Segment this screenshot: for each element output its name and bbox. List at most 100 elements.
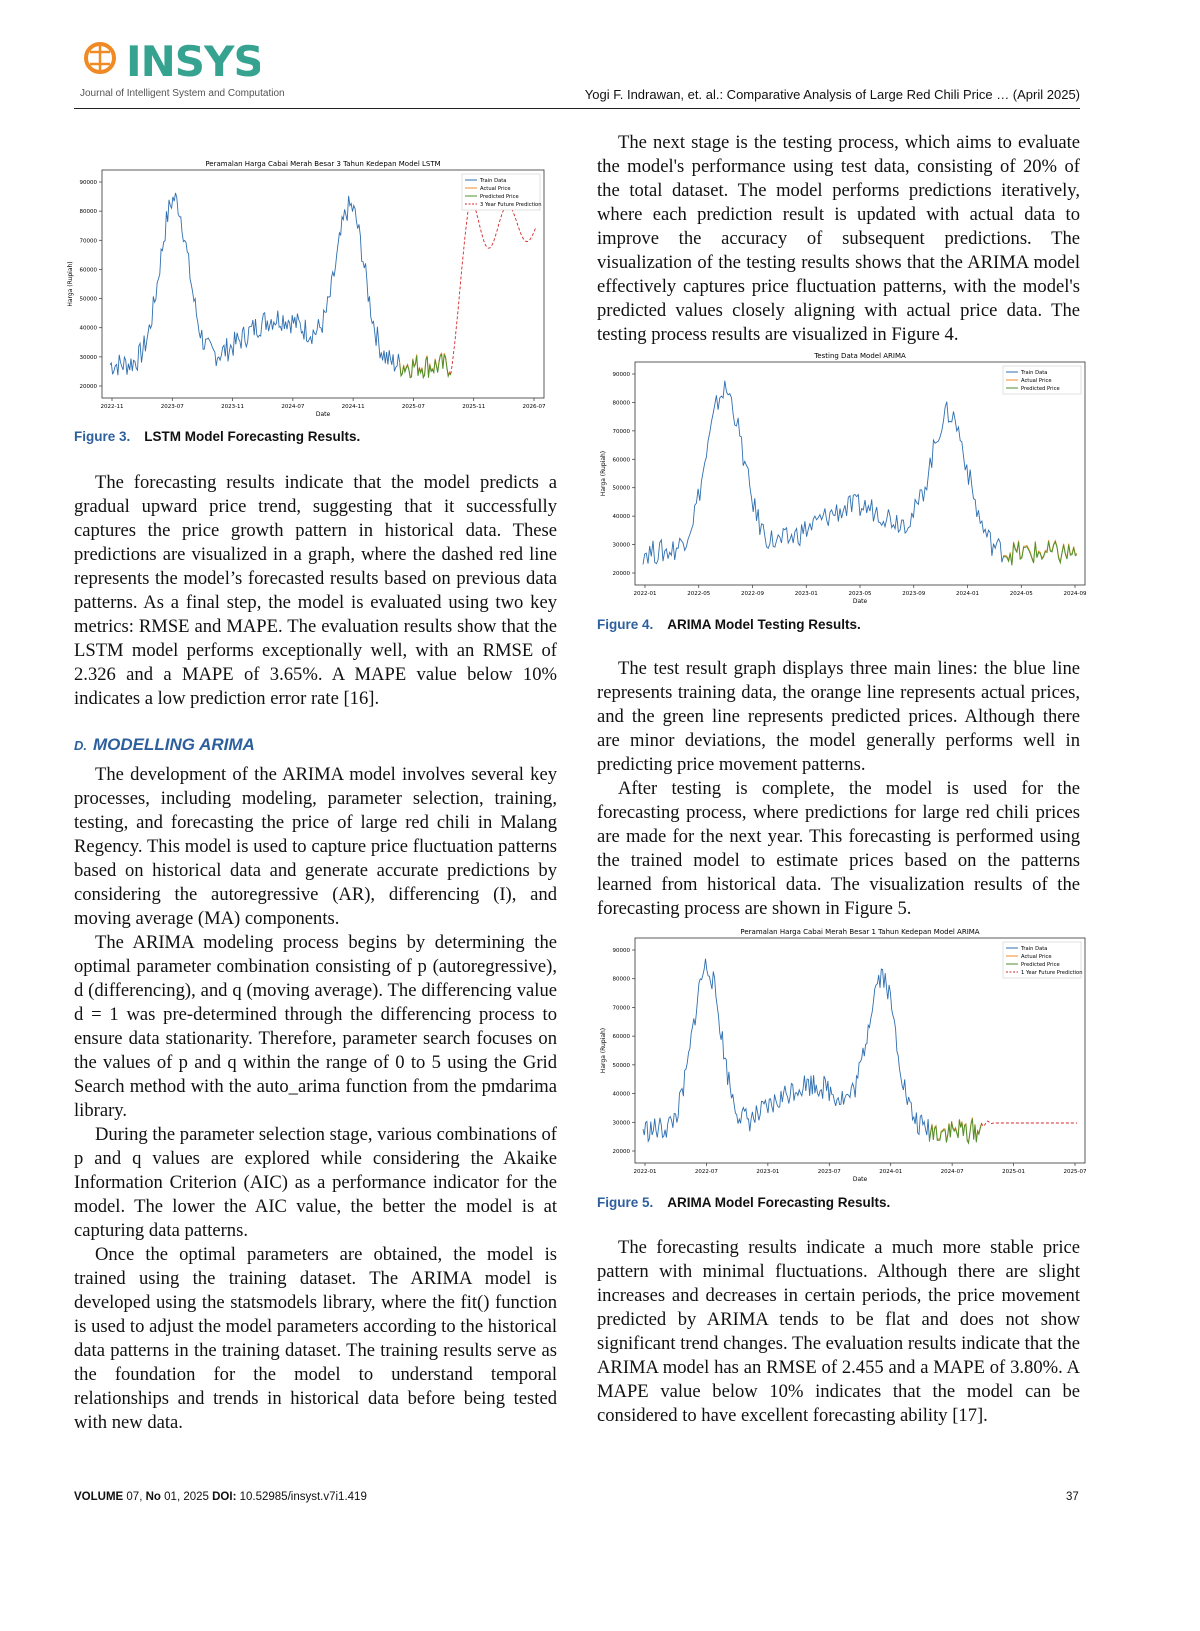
x-tick-label: 2025-01 [1002, 1169, 1025, 1175]
footer-text: 01, 2025 [164, 1491, 209, 1503]
x-tick-label: 2025-07 [1064, 1169, 1087, 1175]
heading-letter: D. [74, 738, 87, 753]
figure-caption: Figure 4. ARIMA Model Testing Results. [597, 617, 861, 632]
x-tick-label: 2024-07 [941, 1169, 964, 1175]
y-tick-label: 80000 [613, 400, 631, 406]
caption-label: Figure 5. [597, 1195, 654, 1210]
y-tick-label: 30000 [613, 1120, 631, 1126]
x-tick-label: 2025-11 [462, 404, 485, 410]
legend-label: Predicted Price [480, 194, 519, 200]
figure-chart: Peramalan Harga Cabai Merah Besar 3 Tahu… [67, 160, 546, 418]
logo: INSYST Journal of Intelligent System and… [80, 37, 293, 99]
x-tick-label: 2023-09 [902, 591, 925, 597]
train-line [642, 380, 1005, 565]
y-tick-label: 60000 [80, 267, 98, 273]
actual-line [1003, 539, 1078, 565]
figure-chart: Testing Data Model ARIMA 20000 30000 40000 5… [600, 352, 1087, 605]
logo-graphic: INSYST [84, 37, 293, 86]
x-tick-label: 2024-09 [1064, 591, 1087, 597]
footer-label: VOLUME [74, 1491, 124, 1503]
y-tick-label: 50000 [613, 1063, 631, 1069]
paragraph: The forecasting results indicate that th… [74, 472, 557, 709]
forecast-line [450, 197, 537, 374]
y-tick-label: 40000 [80, 326, 98, 332]
x-tick-label: 2024-07 [281, 404, 304, 410]
forecast-line [981, 1120, 1077, 1127]
x-tick-label: 2023-05 [849, 591, 872, 597]
y-tick-label: 50000 [613, 486, 631, 492]
x-tick-label: 2024-11 [342, 404, 365, 410]
chart-title: Testing Data Model ARIMA [813, 352, 906, 360]
plot-frame [101, 169, 545, 399]
caption-text: LSTM Model Forecasting Results. [144, 429, 361, 444]
y-tick-label: 70000 [613, 1005, 631, 1011]
x-tick-label: 2023-11 [221, 404, 244, 410]
footer-label: DOI: [212, 1491, 237, 1503]
section-heading: D. MODELLING ARIMA [74, 735, 557, 755]
y-tick-label: 50000 [80, 297, 98, 303]
x-tick-label: 2022-11 [101, 404, 124, 410]
right-column-bottom: The forecasting results indicate a much … [597, 1236, 1080, 1428]
x-tick-label: 2025-07 [402, 404, 425, 410]
x-tick-label: 2023-01 [756, 1169, 779, 1175]
caption-text: ARIMA Model Forecasting Results. [667, 1195, 891, 1210]
y-tick-label: 20000 [613, 1149, 631, 1155]
legend-label: Train Data [1020, 370, 1047, 376]
figure-caption: Figure 5. ARIMA Model Forecasting Results… [597, 1195, 890, 1210]
paragraph: After testing is complete, the model is … [597, 778, 1080, 919]
x-tick-label: 2024-01 [879, 1169, 902, 1175]
y-tick-label: 60000 [613, 1034, 631, 1040]
legend-label: Train Data [479, 178, 506, 184]
figure-caption: Figure 3. LSTM Model Forecasting Results. [74, 429, 360, 444]
heading-text: MODELLING ARIMA [93, 735, 255, 754]
footer-text: 07, [126, 1491, 143, 1503]
right-column-top: The next stage is the testing process, w… [597, 131, 1080, 347]
left-column: The forecasting results indicate that th… [74, 471, 557, 1435]
legend-label: Actual Price [1021, 378, 1052, 384]
paragraph: During the parameter selection stage, va… [74, 1124, 557, 1241]
y-tick-label: 80000 [613, 977, 631, 983]
y-axis-label: Harga (Rupiah) [67, 261, 74, 306]
chart-title: Peramalan Harga Cabai Merah Besar 1 Tahu… [740, 928, 979, 936]
chart-title: Peramalan Harga Cabai Merah Besar 3 Tahu… [205, 160, 440, 168]
logo-text: INSYST [126, 38, 260, 82]
footer-label: No [145, 1491, 161, 1503]
y-tick-label: 40000 [613, 1092, 631, 1098]
legend-label: Train Data [1020, 946, 1047, 952]
legend-label: Predicted Price [1021, 962, 1060, 968]
x-axis-label: Date [853, 1176, 868, 1183]
plot-frame [634, 937, 1086, 1164]
paragraph: The development of the ARIMA model invol… [74, 764, 557, 929]
y-tick-label: 40000 [613, 514, 631, 520]
y-tick-label: 60000 [613, 457, 631, 463]
predicted-line [399, 353, 452, 380]
figure-chart: Peramalan Harga Cabai Merah Besar 1 Tahu… [600, 928, 1087, 1183]
y-tick-label: 20000 [613, 571, 631, 577]
paragraph: The ARIMA modeling process begins by det… [74, 932, 557, 1121]
train-line [109, 192, 401, 376]
x-tick-label: 2022-09 [741, 591, 764, 597]
running-title: Yogi F. Indrawan, et. al.: Comparative A… [584, 87, 1080, 102]
footer: VOLUME 07, No 01, 2025 DOI: 10.52985/ins… [74, 1491, 367, 1503]
legend-label: Actual Price [480, 186, 511, 192]
footer-text: 10.52985/insyst.v7i1.419 [239, 1491, 367, 1503]
legend-label: 3 Year Future Prediction [480, 202, 542, 208]
predicted-line [1003, 540, 1078, 566]
x-tick-label: 2022-01 [634, 1169, 657, 1175]
y-tick-label: 90000 [613, 948, 631, 954]
journal-name: Journal of Intelligent System and Comput… [80, 88, 285, 99]
x-axis-label: Date [316, 411, 331, 418]
paragraph: Once the optimal parameters are obtained… [74, 1244, 557, 1433]
train-line [642, 958, 930, 1144]
y-tick-label: 70000 [613, 429, 631, 435]
x-tick-label: 2024-01 [956, 591, 979, 597]
x-tick-label: 2022-07 [695, 1169, 718, 1175]
y-tick-label: 30000 [613, 543, 631, 549]
x-tick-label: 2026-07 [523, 404, 546, 410]
paragraph: The forecasting results indicate a much … [597, 1237, 1080, 1426]
legend-label: 1 Year Future Prediction [1021, 970, 1083, 976]
x-tick-label: 2022-05 [687, 591, 710, 597]
y-tick-label: 80000 [80, 209, 98, 215]
y-tick-label: 70000 [80, 238, 98, 244]
